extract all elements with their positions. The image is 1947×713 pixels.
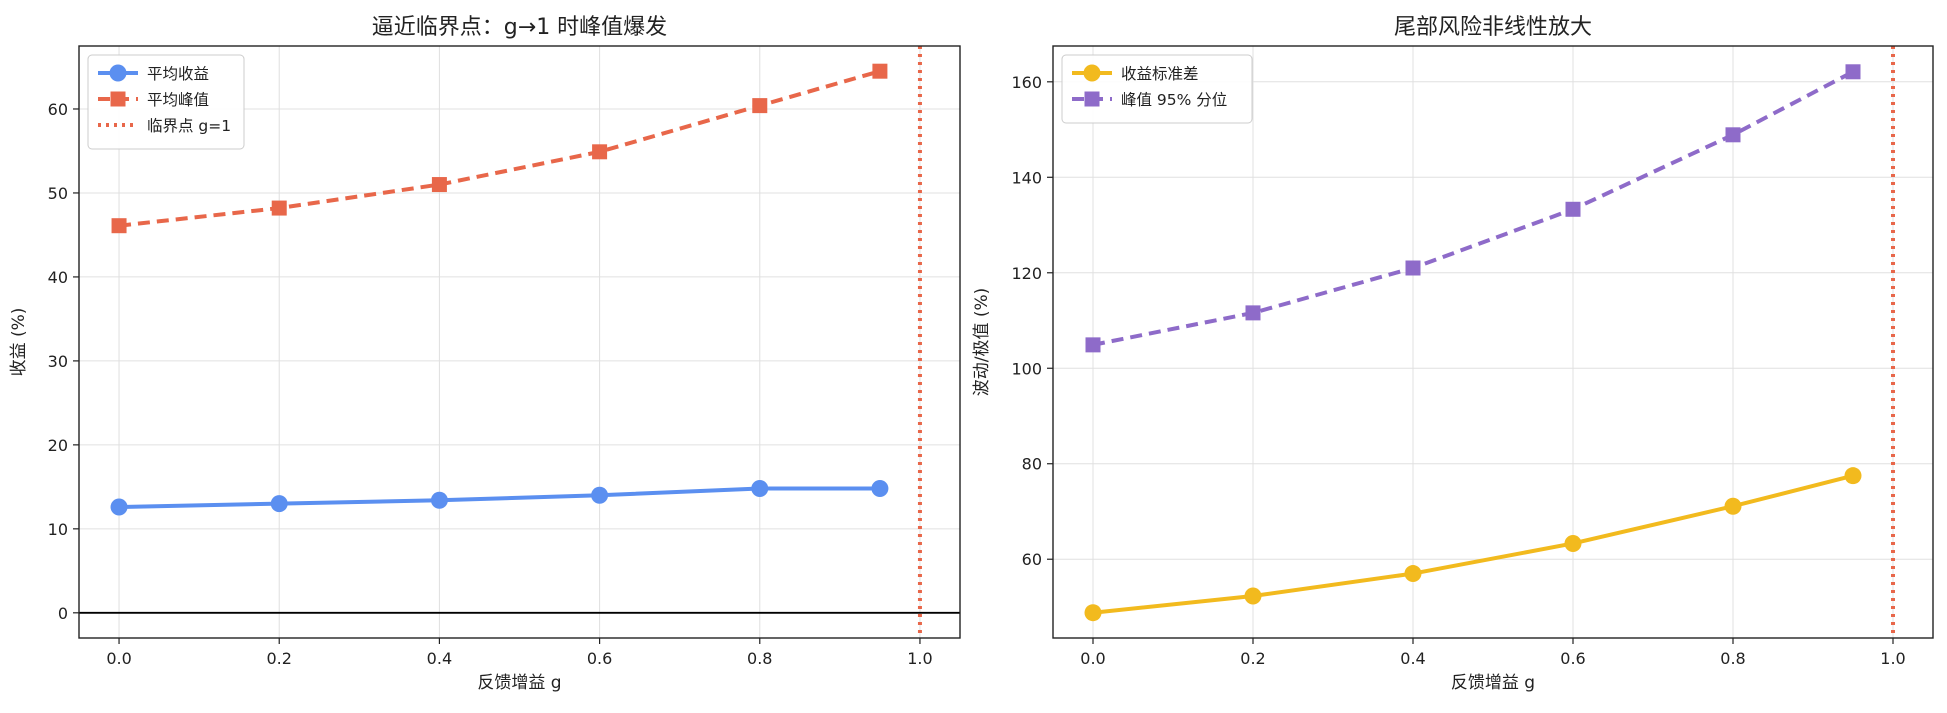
y-tick-label: 140 bbox=[1011, 168, 1042, 187]
data-point-s1-3 bbox=[1564, 534, 1582, 552]
y-axis-label: 波动/极值 (%) bbox=[972, 288, 992, 397]
data-point-s1-5 bbox=[871, 480, 889, 498]
y-tick-label: 0 bbox=[58, 604, 68, 623]
data-point-s1-1 bbox=[1244, 587, 1262, 605]
legend-marker-2 bbox=[1084, 91, 1100, 107]
x-tick-label: 0.4 bbox=[427, 649, 452, 668]
data-point-s1-0 bbox=[1084, 604, 1102, 622]
legend-marker-2 bbox=[110, 91, 126, 107]
chart-panel-2: 0.0 0.2 0.4 0.6 0.8 1.0 60 80 100 120 140 160 尾部风险非线… bbox=[972, 15, 1934, 693]
data-point-s2-3 bbox=[592, 144, 608, 160]
y-tick-label: 50 bbox=[48, 184, 68, 203]
data-point-s1-4 bbox=[1724, 497, 1742, 515]
y-tick-label: 100 bbox=[1011, 359, 1042, 378]
series-line-1 bbox=[1092, 473, 1854, 615]
chart-title: 尾部风险非线性放大 bbox=[1394, 15, 1592, 40]
legend-label-3: 临界点 g=1 bbox=[147, 117, 231, 135]
y-tick-label: 30 bbox=[48, 352, 68, 371]
chart-panel-1: 0.0 0.2 0.4 0.6 0.8 1.0 0 10 20 30 40 50 60 逼近临界点：g→1… bbox=[9, 15, 961, 693]
legend-marker-1 bbox=[109, 64, 127, 82]
y-tick-label: 160 bbox=[1011, 73, 1042, 92]
x-tick-label: 0.8 bbox=[747, 649, 772, 668]
x-tick-label: 0.6 bbox=[587, 649, 612, 668]
y-tick-label: 10 bbox=[48, 520, 68, 539]
data-point-s2-1 bbox=[271, 200, 287, 216]
data-point-s2-5 bbox=[1845, 64, 1861, 80]
data-point-s2-2 bbox=[1405, 260, 1421, 276]
y-tick-label: 80 bbox=[1022, 455, 1042, 474]
legend-label-1: 平均收益 bbox=[147, 65, 209, 83]
y-tick-label: 40 bbox=[48, 268, 68, 287]
data-point-s2-0 bbox=[1085, 337, 1101, 353]
plot-frame bbox=[1052, 45, 1934, 639]
data-point-s1-0 bbox=[110, 498, 128, 516]
data-point-s2-5 bbox=[872, 63, 888, 79]
data-point-s1-2 bbox=[430, 491, 448, 509]
x-tick-label: 1.0 bbox=[907, 649, 932, 668]
legend-marker-1 bbox=[1083, 64, 1101, 82]
chart-title: 逼近临界点：g→1 时峰值爆发 bbox=[372, 15, 667, 40]
y-axis-label: 收益 (%) bbox=[9, 308, 29, 377]
data-point-s2-2 bbox=[431, 177, 447, 193]
data-point-s2-4 bbox=[1725, 127, 1741, 143]
data-point-s1-1 bbox=[270, 495, 288, 513]
data-point-s1-3 bbox=[591, 486, 609, 504]
series-line-2 bbox=[118, 69, 881, 228]
legend-label-2: 峰值 95% 分位 bbox=[1121, 91, 1227, 109]
legend-label-2: 平均峰值 bbox=[147, 91, 209, 109]
x-tick-label: 0.2 bbox=[1240, 649, 1265, 668]
series-line-1 bbox=[119, 486, 880, 509]
data-point-s1-2 bbox=[1404, 565, 1422, 583]
y-tick-label: 120 bbox=[1011, 264, 1042, 283]
x-axis-label: 反馈增益 g bbox=[477, 673, 561, 693]
x-tick-label: 0.0 bbox=[1080, 649, 1105, 668]
data-point-s2-4 bbox=[752, 98, 768, 114]
data-point-s2-0 bbox=[111, 218, 127, 234]
y-tick-label: 60 bbox=[48, 100, 68, 119]
x-tick-label: 0.6 bbox=[1560, 649, 1585, 668]
series-line-2 bbox=[1092, 70, 1854, 347]
data-point-s1-4 bbox=[751, 480, 769, 498]
legend-label-1: 收益标准差 bbox=[1121, 65, 1199, 83]
x-tick-label: 0.2 bbox=[267, 649, 292, 668]
x-axis-label: 反馈增益 g bbox=[1451, 673, 1535, 693]
x-tick-label: 0.8 bbox=[1720, 649, 1745, 668]
legend-box bbox=[87, 54, 245, 150]
x-tick-label: 0.4 bbox=[1400, 649, 1425, 668]
x-tick-label: 0.0 bbox=[106, 649, 131, 668]
y-tick-label: 60 bbox=[1022, 550, 1042, 569]
data-point-s2-1 bbox=[1245, 305, 1261, 321]
data-point-s2-3 bbox=[1565, 201, 1581, 217]
data-point-s1-5 bbox=[1844, 467, 1862, 485]
x-tick-label: 1.0 bbox=[1880, 649, 1905, 668]
y-tick-label: 20 bbox=[48, 436, 68, 455]
plot-frame bbox=[78, 45, 961, 639]
